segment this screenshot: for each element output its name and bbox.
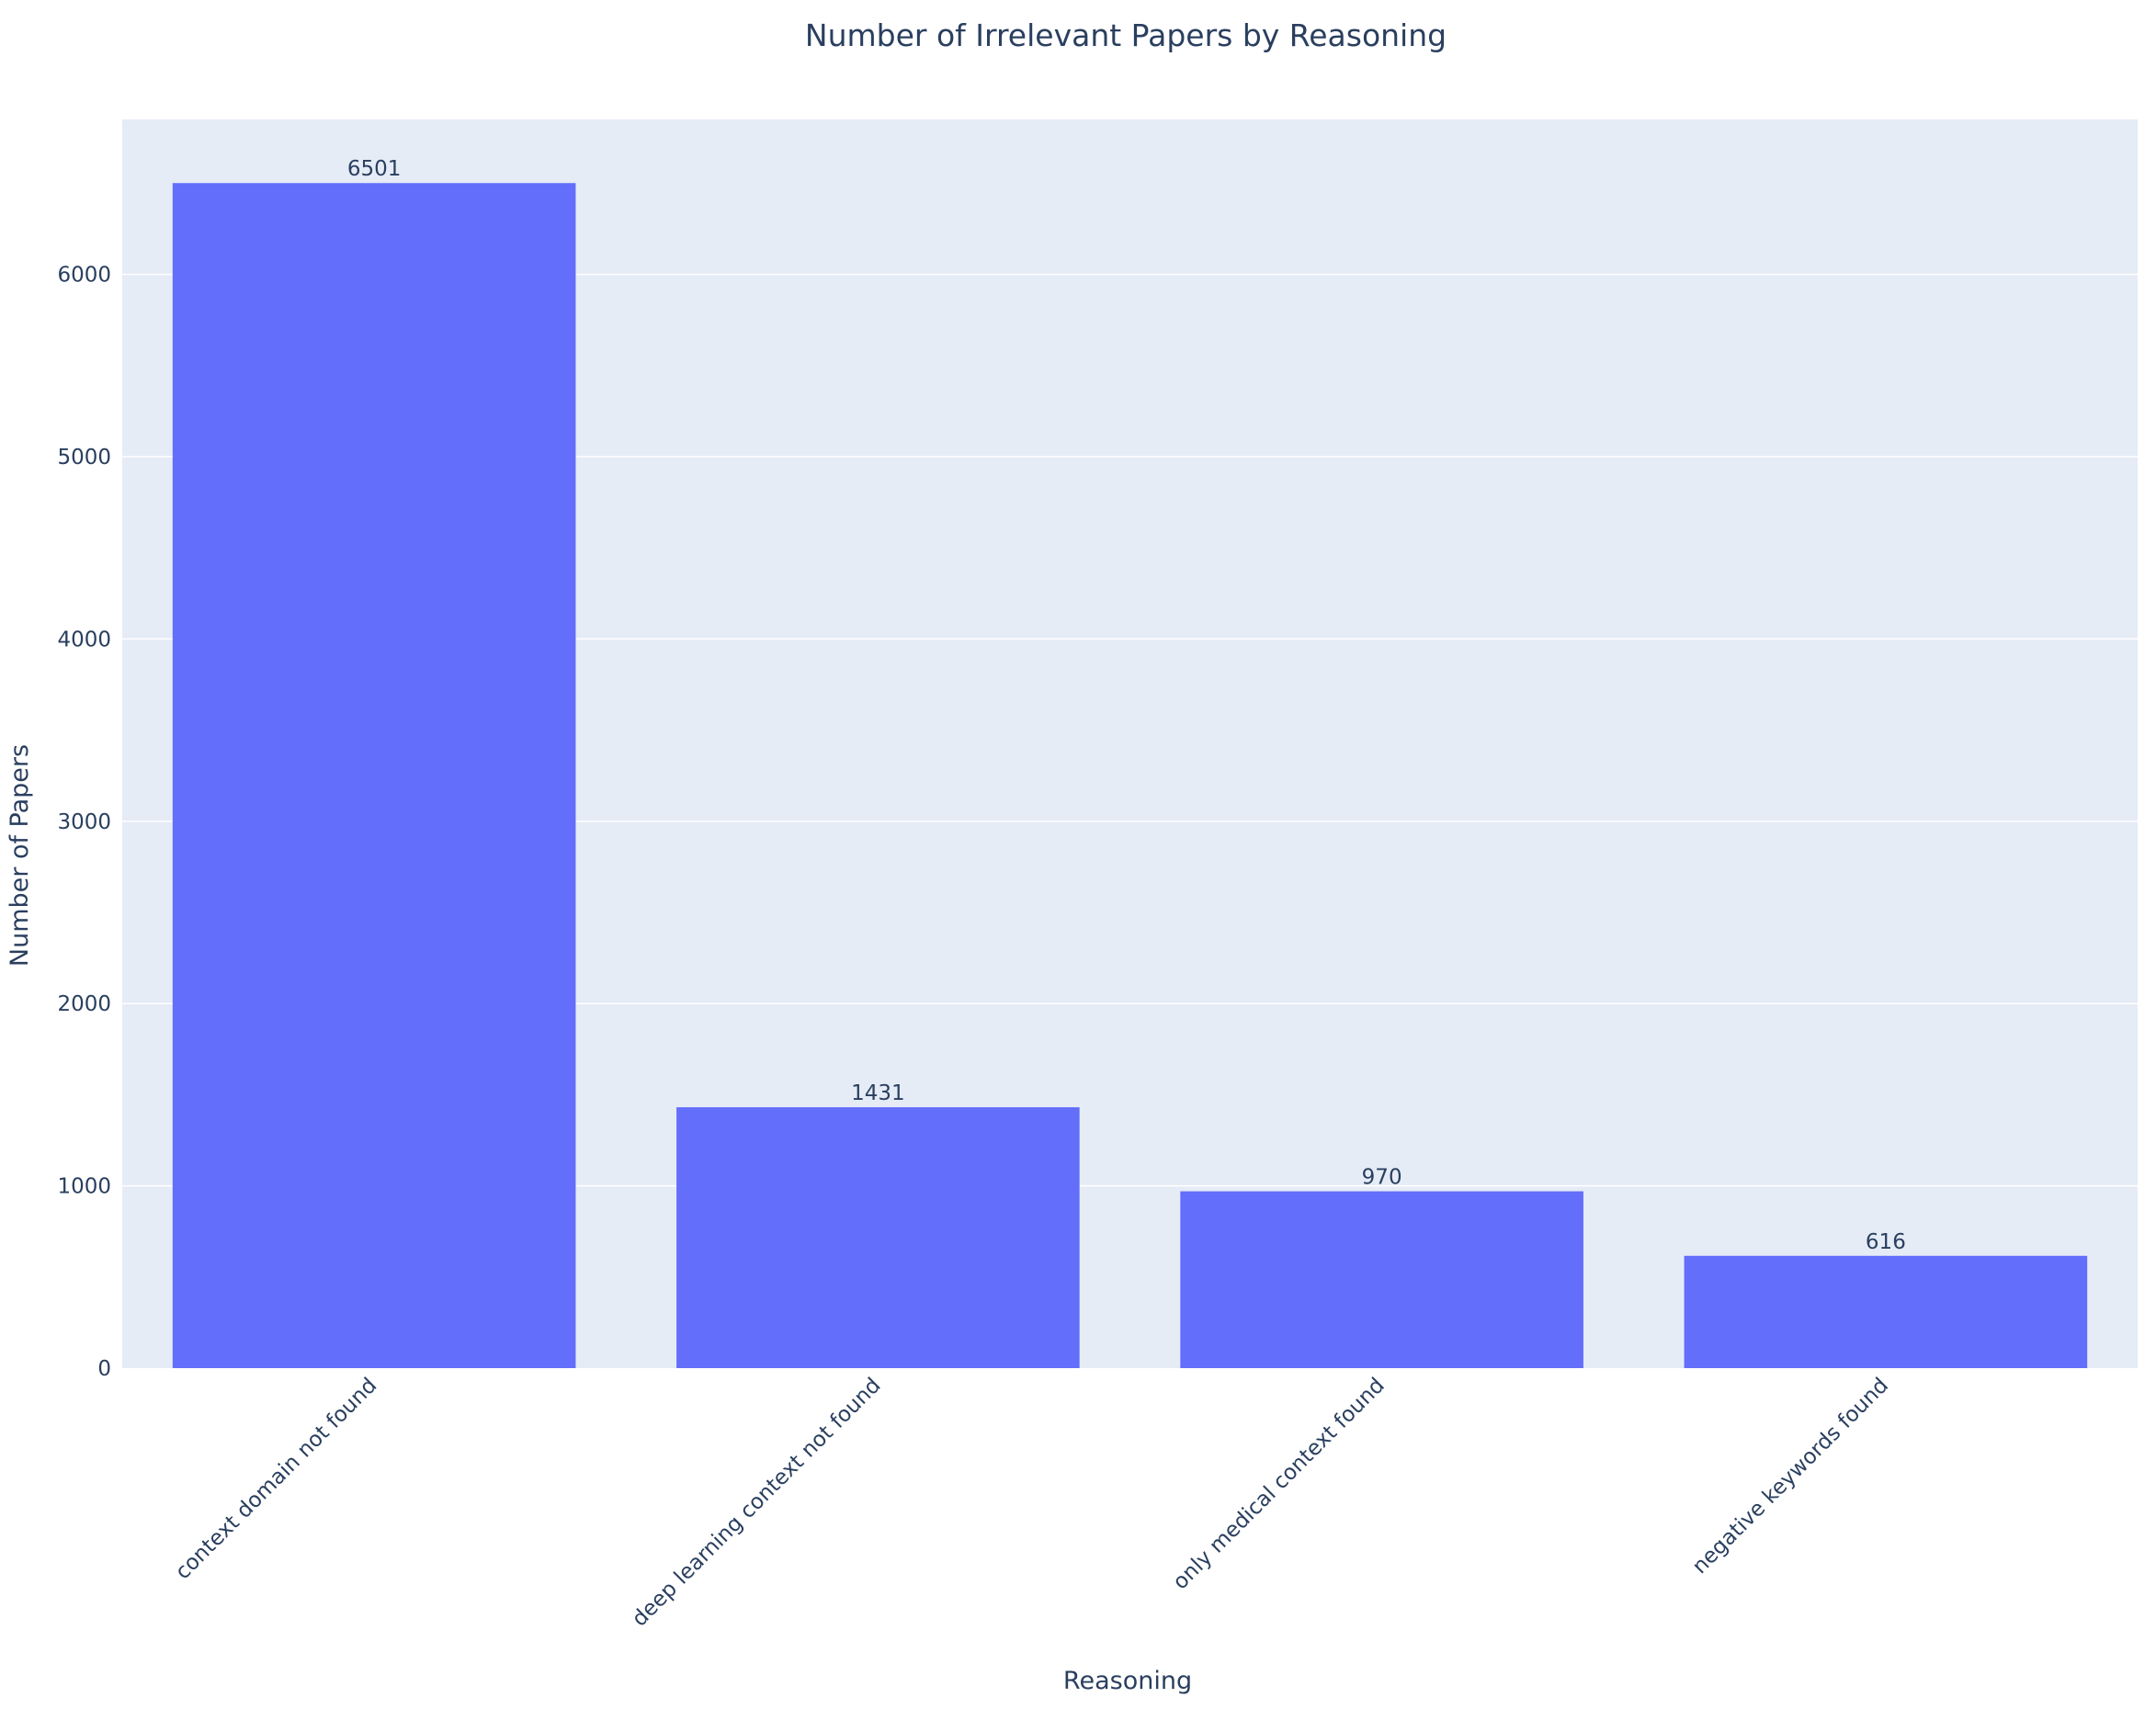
- x-axis-ticks: context domain not found deep learning co…: [171, 1374, 1893, 1632]
- y-tick-label: 0: [97, 1357, 111, 1381]
- bar-value-label: 6501: [347, 157, 402, 181]
- x-tick-label: only medical context found: [1169, 1374, 1390, 1594]
- data-labels: 6501 1431 970 616: [347, 157, 1906, 1254]
- y-tick-label: 5000: [57, 446, 111, 470]
- y-tick-label: 6000: [57, 264, 111, 288]
- bar-value-label: 970: [1362, 1166, 1402, 1190]
- chart-title: Number of Irrelevant Papers by Reasoning: [805, 17, 1447, 53]
- bar: [172, 183, 576, 1369]
- y-tick-label: 2000: [57, 992, 111, 1016]
- x-tick-label: context domain not found: [171, 1374, 381, 1584]
- bar-value-label: 1431: [851, 1081, 905, 1105]
- y-axis-ticks: 0 1000 2000 3000 4000 5000 6000: [57, 264, 111, 1381]
- y-tick-label: 1000: [57, 1175, 111, 1199]
- x-tick-label: deep learning context not found: [628, 1374, 886, 1632]
- y-tick-label: 4000: [57, 628, 111, 651]
- bars: [172, 183, 2088, 1369]
- y-axis-title: Number of Papers: [6, 744, 34, 967]
- x-tick-label: negative keywords found: [1688, 1374, 1893, 1579]
- bar: [676, 1107, 1080, 1368]
- bar: [1180, 1191, 1583, 1368]
- y-tick-label: 3000: [57, 810, 111, 834]
- bar: [1684, 1255, 2088, 1368]
- bar-value-label: 616: [1866, 1230, 1906, 1254]
- x-axis-title: Reasoning: [1063, 1667, 1192, 1695]
